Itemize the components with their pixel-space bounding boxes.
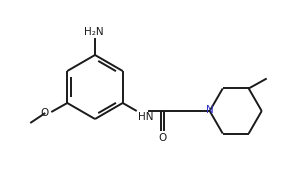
- Text: H₂N: H₂N: [84, 27, 104, 37]
- Text: O: O: [159, 133, 167, 143]
- Text: N: N: [206, 105, 214, 115]
- Text: HN: HN: [138, 112, 153, 122]
- Text: O: O: [40, 108, 48, 118]
